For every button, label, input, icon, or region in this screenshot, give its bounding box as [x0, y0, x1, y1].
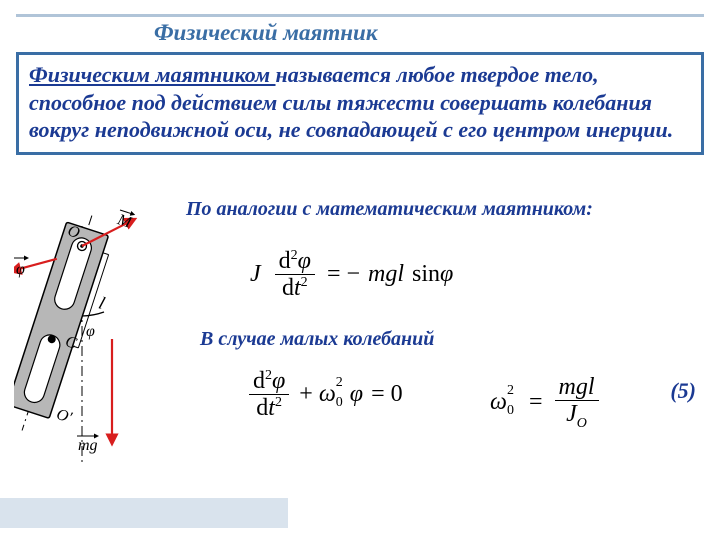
svg-text:mg: mg [78, 437, 98, 454]
footer-bar [0, 498, 288, 528]
subheading-analogy: По аналогии с математическим маятником: [186, 198, 593, 221]
svg-text:φ: φ [16, 261, 25, 278]
equation-omega: ω20 = mgl JO [490, 374, 603, 432]
page-title: Физический маятник [154, 20, 378, 46]
equation-number: (5) [670, 378, 696, 404]
slide: Физический маятник Физическим маятником … [0, 0, 720, 540]
subheading-small-osc: В случае малых колебаний [200, 328, 434, 351]
definition-text: Физическим маятником называется любое тв… [29, 61, 691, 144]
equation-main: J d2φ dt2 = − mgl sinφ [250, 248, 453, 302]
svg-text:l: l [96, 293, 107, 314]
svg-text:O': O' [54, 406, 74, 427]
top-line [16, 14, 704, 17]
pendulum-figure: l O C O' M φ [14, 196, 184, 476]
svg-text:φ: φ [86, 323, 95, 340]
definition-underlined: Физическим маятником [29, 62, 276, 87]
equation-small-osc: d2φ dt2 + ω20 φ = 0 [245, 368, 411, 422]
definition-box: Физическим маятником называется любое тв… [16, 52, 704, 155]
